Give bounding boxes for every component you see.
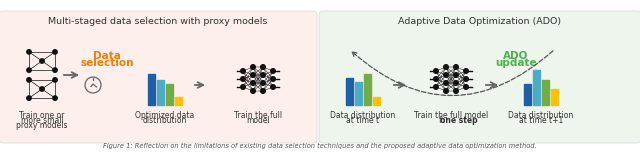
Bar [551, 89, 558, 105]
Circle shape [251, 89, 255, 93]
FancyBboxPatch shape [319, 11, 640, 143]
Text: more small: more small [20, 116, 63, 125]
Text: Train one or: Train one or [19, 111, 65, 120]
Circle shape [52, 78, 57, 82]
Circle shape [464, 77, 468, 81]
Circle shape [251, 81, 255, 85]
Circle shape [52, 68, 57, 72]
Circle shape [444, 81, 448, 85]
Text: model: model [246, 116, 270, 125]
Bar [166, 84, 173, 105]
Circle shape [260, 73, 266, 77]
Text: Data: Data [93, 51, 121, 61]
Bar [355, 82, 362, 105]
Text: one step: one step [440, 116, 478, 125]
Circle shape [271, 85, 275, 89]
Circle shape [27, 78, 31, 82]
Circle shape [464, 85, 468, 89]
Bar [364, 74, 371, 105]
Circle shape [260, 65, 266, 69]
Circle shape [27, 68, 31, 72]
Circle shape [434, 69, 438, 73]
Circle shape [260, 89, 266, 93]
Circle shape [434, 77, 438, 81]
Bar [175, 97, 182, 105]
Circle shape [271, 77, 275, 81]
Text: selection: selection [80, 58, 134, 68]
Text: Train the full: Train the full [234, 111, 282, 120]
Bar [533, 70, 540, 105]
Text: for: for [438, 116, 449, 125]
Circle shape [52, 50, 57, 54]
Bar [373, 97, 380, 105]
FancyArrowPatch shape [352, 51, 553, 96]
Bar [157, 80, 164, 105]
FancyBboxPatch shape [0, 11, 317, 143]
Circle shape [27, 96, 31, 100]
Circle shape [454, 73, 458, 77]
Text: Adaptive Data Optimization (ADO): Adaptive Data Optimization (ADO) [399, 17, 561, 27]
Text: ADO: ADO [503, 51, 529, 61]
Circle shape [454, 65, 458, 69]
Circle shape [251, 65, 255, 69]
Text: Data distribution: Data distribution [330, 111, 396, 120]
Text: at time t+1: at time t+1 [519, 116, 563, 125]
Circle shape [454, 81, 458, 85]
Text: at time t: at time t [346, 116, 380, 125]
Circle shape [27, 50, 31, 54]
Text: Figure 1: Reflection on the limitations of existing data selection techniques an: Figure 1: Reflection on the limitations … [103, 143, 537, 149]
Text: Optimized data: Optimized data [136, 111, 195, 120]
Bar [148, 74, 155, 105]
Circle shape [40, 59, 44, 63]
Circle shape [241, 77, 245, 81]
Circle shape [241, 69, 245, 73]
Text: proxy models: proxy models [16, 121, 68, 130]
Bar [524, 84, 531, 105]
Circle shape [260, 81, 266, 85]
Circle shape [444, 65, 448, 69]
Text: Train the full model: Train the full model [414, 111, 488, 120]
Bar [346, 78, 353, 105]
Circle shape [444, 89, 448, 93]
Text: Multi-staged data selection with proxy models: Multi-staged data selection with proxy m… [48, 17, 268, 27]
Text: distribution: distribution [143, 116, 187, 125]
Circle shape [454, 89, 458, 93]
Bar [542, 80, 549, 105]
Circle shape [271, 69, 275, 73]
Circle shape [241, 85, 245, 89]
Circle shape [464, 69, 468, 73]
Circle shape [444, 73, 448, 77]
Text: update: update [495, 58, 537, 68]
Circle shape [251, 73, 255, 77]
Circle shape [40, 87, 44, 91]
Text: Data distribution: Data distribution [508, 111, 573, 120]
Circle shape [434, 85, 438, 89]
Circle shape [52, 96, 57, 100]
